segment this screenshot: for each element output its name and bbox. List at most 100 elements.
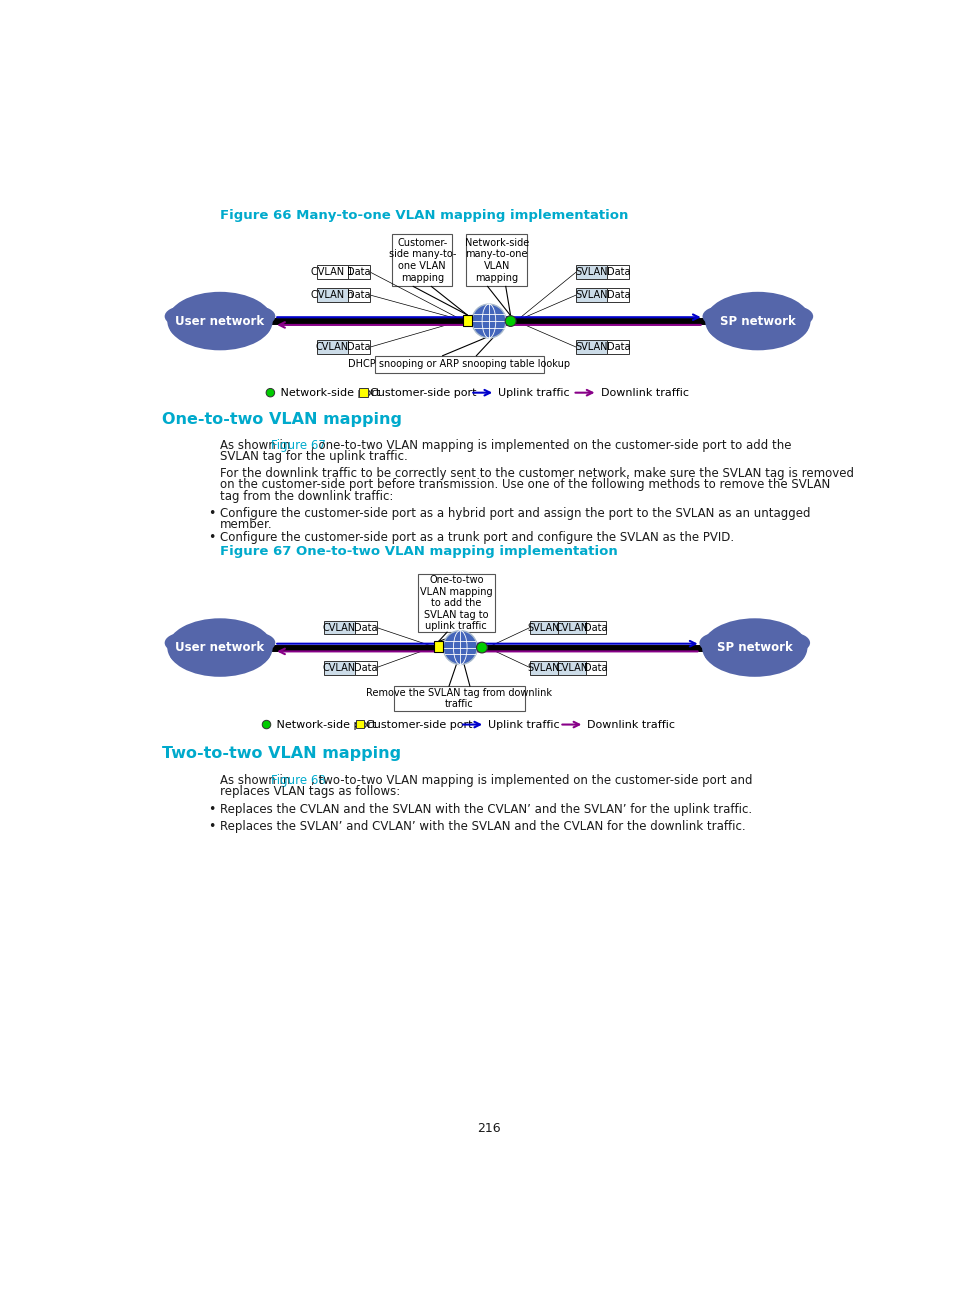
Ellipse shape	[701, 306, 739, 327]
Circle shape	[476, 642, 487, 653]
Ellipse shape	[767, 644, 804, 665]
Bar	[558, 621, 585, 635]
Text: •: •	[209, 804, 215, 816]
Text: •: •	[209, 507, 215, 520]
Text: Data: Data	[347, 342, 370, 353]
Text: Figure 67: Figure 67	[271, 439, 326, 452]
Text: Data: Data	[583, 622, 607, 632]
Bar	[466, 235, 526, 286]
Text: Two-to-two VLAN mapping: Two-to-two VLAN mapping	[162, 746, 400, 761]
Bar	[348, 288, 369, 302]
Circle shape	[505, 316, 516, 327]
Text: One-to-two
VLAN mapping
to add the
SVLAN tag to
uplink traffic: One-to-two VLAN mapping to add the SVLAN…	[419, 575, 492, 631]
Text: SVLAN: SVLAN	[576, 267, 608, 277]
Text: Network-side port: Network-side port	[274, 719, 376, 730]
Text: As shown in: As shown in	[220, 439, 294, 452]
Text: Figure 68: Figure 68	[271, 774, 326, 787]
Bar	[434, 642, 443, 652]
Bar	[585, 661, 605, 674]
Text: •: •	[209, 820, 215, 833]
Bar	[316, 288, 348, 302]
Bar	[585, 621, 605, 635]
Text: Remove the SVLAN tag from downlink
traffic: Remove the SVLAN tag from downlink traff…	[366, 688, 552, 709]
Text: tag from the downlink traffic:: tag from the downlink traffic:	[220, 490, 393, 503]
Text: SVLAN: SVLAN	[576, 290, 608, 299]
Text: Network-side port: Network-side port	[277, 388, 380, 398]
Bar	[348, 341, 369, 354]
Bar	[576, 341, 607, 354]
Circle shape	[266, 389, 274, 397]
Text: Data: Data	[606, 342, 629, 353]
Text: Data: Data	[354, 622, 377, 632]
Ellipse shape	[233, 644, 270, 665]
Bar	[607, 341, 629, 354]
Ellipse shape	[776, 306, 812, 327]
Ellipse shape	[707, 318, 744, 338]
Ellipse shape	[704, 644, 740, 665]
Text: on the customer-side port before transmission. Use one of the following methods : on the customer-side port before transmi…	[220, 478, 829, 491]
Text: CVLAN 1: CVLAN 1	[311, 267, 354, 277]
Text: Uplink traffic: Uplink traffic	[497, 388, 569, 398]
Text: For the downlink traffic to be correctly sent to the customer network, make sure: For the downlink traffic to be correctly…	[220, 467, 853, 480]
Bar	[576, 288, 607, 302]
Text: SP network: SP network	[716, 642, 792, 654]
Text: Figure 67 One-to-two VLAN mapping implementation: Figure 67 One-to-two VLAN mapping implem…	[220, 544, 618, 557]
Ellipse shape	[718, 297, 755, 318]
Text: Configure the customer-side port as a trunk port and configure the SVLAN as the : Configure the customer-side port as a tr…	[220, 531, 734, 544]
Ellipse shape	[772, 632, 809, 653]
Ellipse shape	[222, 297, 259, 318]
Bar	[462, 315, 472, 325]
Text: CVLAN: CVLAN	[322, 662, 355, 673]
Ellipse shape	[167, 618, 273, 677]
Ellipse shape	[180, 623, 217, 644]
Bar	[558, 661, 585, 674]
Text: Customer-side port: Customer-side port	[366, 719, 473, 730]
Bar	[359, 388, 368, 397]
Ellipse shape	[736, 649, 772, 670]
Text: member.: member.	[220, 518, 273, 531]
Circle shape	[472, 305, 505, 338]
Bar	[375, 355, 543, 373]
Text: DHCP snooping or ARP snooping table lookup: DHCP snooping or ARP snooping table look…	[348, 359, 570, 369]
Bar	[576, 264, 607, 279]
Text: Customer-
side many-to-
one VLAN
mapping: Customer- side many-to- one VLAN mapping	[388, 238, 456, 283]
Ellipse shape	[739, 323, 776, 343]
Ellipse shape	[170, 644, 207, 665]
Ellipse shape	[715, 623, 751, 644]
Circle shape	[443, 631, 476, 665]
Text: Data: Data	[606, 267, 629, 277]
Bar	[607, 288, 629, 302]
Ellipse shape	[699, 632, 736, 653]
Ellipse shape	[704, 292, 810, 350]
Ellipse shape	[165, 632, 201, 653]
Text: Downlink traffic: Downlink traffic	[587, 719, 675, 730]
Text: Replaces the SVLAN’ and CVLAN’ with the SVLAN and the CVLAN for the downlink tra: Replaces the SVLAN’ and CVLAN’ with the …	[220, 820, 745, 833]
Ellipse shape	[238, 306, 275, 327]
Ellipse shape	[201, 649, 238, 670]
Text: User network: User network	[175, 315, 264, 328]
Ellipse shape	[165, 306, 201, 327]
Text: replaces VLAN tags as follows:: replaces VLAN tags as follows:	[220, 785, 400, 798]
Text: CVLAN n: CVLAN n	[311, 290, 354, 299]
Ellipse shape	[167, 292, 273, 350]
Bar	[316, 341, 348, 354]
Text: Replaces the CVLAN and the SVLAN with the CVLAN’ and the SVLAN’ for the uplink t: Replaces the CVLAN and the SVLAN with th…	[220, 804, 751, 816]
Text: Configure the customer-side port as a hybrid port and assign the port to the SVL: Configure the customer-side port as a hy…	[220, 507, 810, 520]
Text: Figure 66 Many-to-one VLAN mapping implementation: Figure 66 Many-to-one VLAN mapping imple…	[220, 209, 628, 222]
Text: As shown in: As shown in	[220, 774, 294, 787]
Circle shape	[262, 721, 271, 728]
Text: CVLAN: CVLAN	[555, 622, 588, 632]
Text: SVLAN tag for the uplink traffic.: SVLAN tag for the uplink traffic.	[220, 450, 407, 463]
Ellipse shape	[222, 623, 259, 644]
Text: 216: 216	[476, 1121, 500, 1134]
Text: Data: Data	[354, 662, 377, 673]
Bar	[355, 621, 376, 635]
Bar	[355, 661, 376, 674]
Text: CVLAN: CVLAN	[322, 622, 355, 632]
Bar	[348, 264, 369, 279]
Text: Uplink traffic: Uplink traffic	[488, 719, 559, 730]
Text: User network: User network	[175, 642, 264, 654]
Ellipse shape	[760, 297, 797, 318]
Text: SP network: SP network	[720, 315, 795, 328]
Text: Data: Data	[606, 290, 629, 299]
